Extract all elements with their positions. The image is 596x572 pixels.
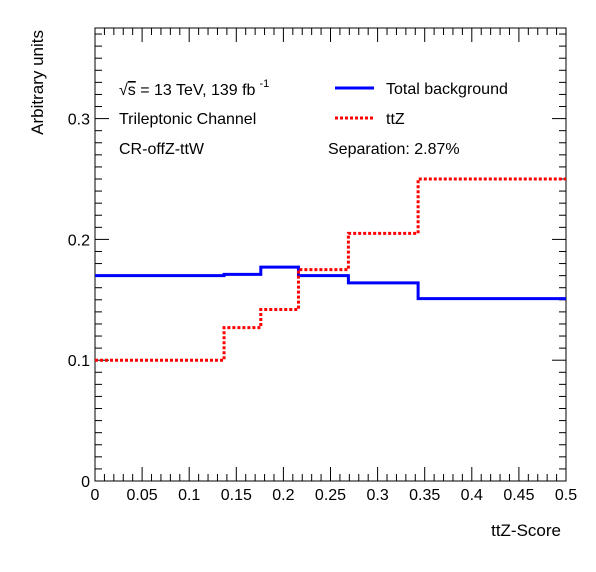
energy-text: = 13 TeV, 139 fb bbox=[136, 82, 256, 99]
x-axis-ticks: 0 0.05 0.1 0.15 0.2 0.25 0.3 0.35 0.4 0.45 0.5 bbox=[91, 28, 577, 504]
y-tick-label: 0.1 bbox=[68, 353, 90, 370]
legend-label-ttz: ttZ bbox=[386, 111, 405, 128]
x-tick-label: 0.25 bbox=[315, 487, 346, 504]
y-axis-label: Arbitrary units bbox=[28, 30, 47, 135]
svg-text:√s = 13 TeV, 139 fb-1: √s = 13 TeV, 139 fb -1 bbox=[119, 78, 269, 99]
x-tick-label: 0 bbox=[91, 487, 100, 504]
y-tick-label: 0 bbox=[81, 474, 90, 491]
x-tick-label: 0.05 bbox=[127, 487, 158, 504]
x-tick-label: 0.15 bbox=[221, 487, 252, 504]
channel-label: Trileptonic Channel bbox=[119, 111, 256, 128]
separation-label: Separation: 2.87% bbox=[328, 141, 460, 158]
y-tick-label: 0.2 bbox=[68, 232, 90, 249]
x-tick-label: 0.1 bbox=[178, 487, 200, 504]
legend-label-total-background: Total background bbox=[386, 81, 508, 98]
energy-luminosity-label: √s = 13 TeV, 139 fb -1 bbox=[119, 78, 269, 99]
series-total-background bbox=[95, 265, 566, 301]
x-tick-label: 0.3 bbox=[366, 487, 388, 504]
y-axis-ticks: 0 0.1 0.2 0.3 bbox=[68, 33, 566, 491]
x-axis-label: ttZ-Score bbox=[491, 521, 561, 540]
legend: Total background ttZ bbox=[335, 81, 508, 128]
sqrt-argument: s bbox=[128, 82, 136, 99]
series-layer bbox=[95, 177, 566, 362]
x-tick-label: 0.35 bbox=[409, 487, 440, 504]
sqrt-symbol: √ bbox=[119, 82, 128, 99]
x-tick-label: 0.45 bbox=[503, 487, 534, 504]
luminosity-exponent: -1 bbox=[259, 78, 269, 90]
series-ttz bbox=[95, 177, 566, 362]
y-tick-label: 0.3 bbox=[68, 112, 90, 129]
region-label: CR-offZ-ttW bbox=[119, 141, 205, 158]
x-tick-label: 0.5 bbox=[555, 487, 577, 504]
x-tick-label: 0.4 bbox=[461, 487, 483, 504]
x-tick-label: 0.2 bbox=[272, 487, 294, 504]
